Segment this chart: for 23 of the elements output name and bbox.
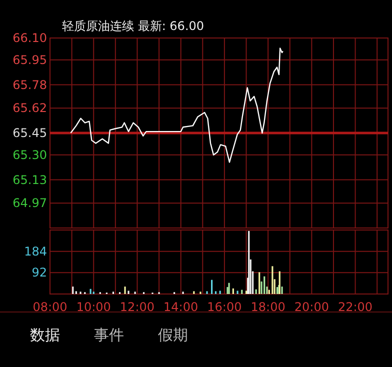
x-tick-label: 10:00 <box>76 300 111 314</box>
x-tick-label: 12:00 <box>120 300 155 314</box>
x-tick-label: 22:00 <box>338 300 373 314</box>
y-tick-label: 65.30 <box>12 148 47 162</box>
text: 数据 <box>30 326 60 344</box>
text: 事件 <box>94 326 124 344</box>
x-tick-label: 08:00 <box>32 300 68 314</box>
chart-title: 轻质原油连续 最新: 66.00 <box>62 19 204 33</box>
y-tick-label: 92 <box>32 266 47 280</box>
y-tick-label: 65.78 <box>12 78 47 92</box>
y-tick-label: 65.95 <box>12 52 47 67</box>
x-tick-label: 20:00 <box>294 300 329 314</box>
y-tick-label: 65.62 <box>12 101 47 116</box>
line-series <box>70 48 284 163</box>
x-tick-label: 18:00 <box>250 300 286 314</box>
y-tick-label: 184 <box>24 244 47 258</box>
text: 假期 <box>158 326 188 344</box>
y-tick-label: 65.45 <box>12 126 47 140</box>
x-tick-label: 14:00 <box>164 300 198 314</box>
y-tick-label: 66.10 <box>12 31 47 45</box>
y-tick-label: 65.13 <box>12 172 47 187</box>
y-tick-label: 64.97 <box>12 196 47 210</box>
x-tick-label: 16:00 <box>207 300 242 314</box>
